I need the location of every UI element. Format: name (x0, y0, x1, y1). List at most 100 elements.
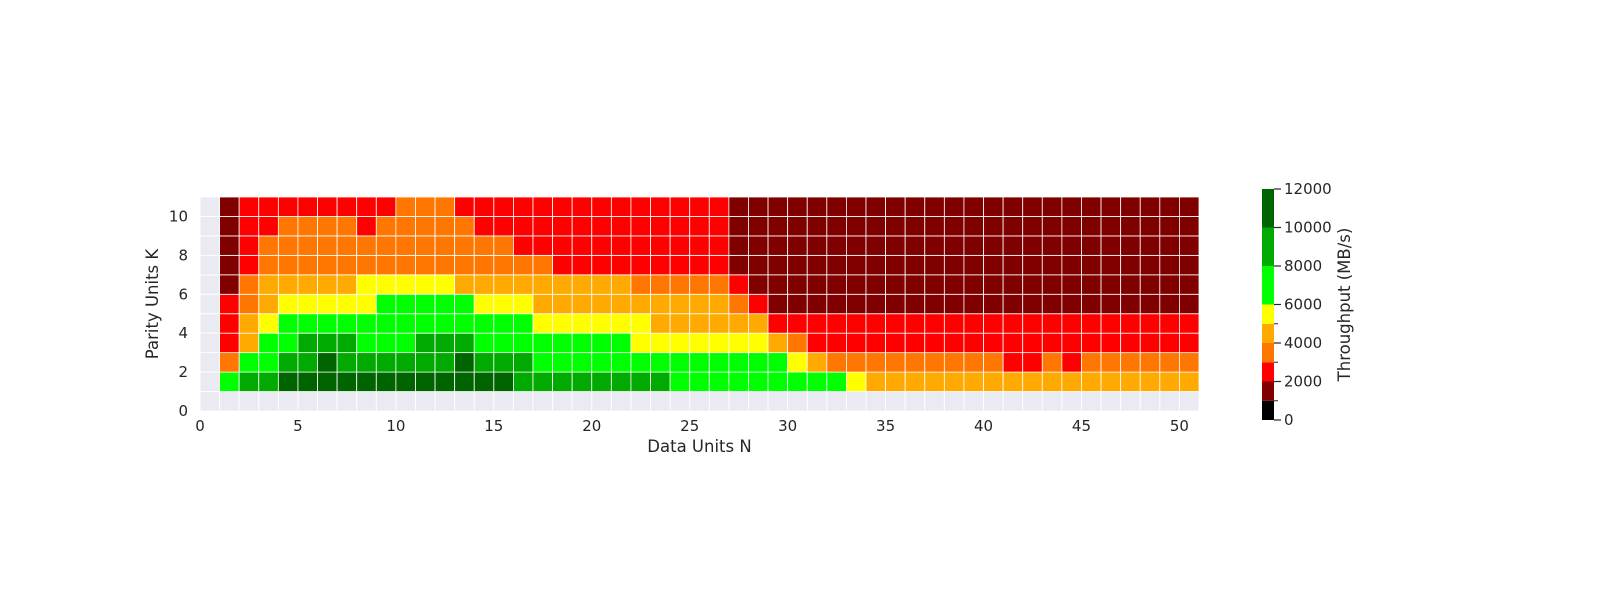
heatmap-cell (1041, 274, 1063, 295)
heatmap-cell (846, 254, 867, 276)
heatmap-cell (1022, 274, 1043, 295)
heatmap-cell (1139, 216, 1161, 237)
heatmap-cell (650, 332, 671, 354)
heatmap-cell (297, 293, 318, 315)
heatmap-cell (395, 293, 416, 315)
heatmap-cell (375, 371, 397, 392)
heatmap-cell (826, 352, 847, 373)
heatmap-cell (728, 293, 749, 315)
heatmap-cell (1002, 293, 1024, 315)
colorbar: 0 2000 4000 6000 8000 10000 12000 Throughput (… (1262, 180, 1354, 429)
heatmap-cell (846, 196, 867, 217)
heatmap-cell (610, 293, 632, 315)
heatmap-cell (571, 235, 593, 256)
heatmap-cell (1041, 216, 1063, 237)
heatmap-cell (963, 196, 984, 217)
heatmap-cell (532, 332, 553, 354)
heatmap-cell (610, 313, 632, 334)
heatmap-cell (591, 196, 612, 217)
x-tick-label: 20 (582, 417, 601, 435)
heatmap-cell (1179, 293, 1200, 315)
heatmap-cell (454, 216, 475, 237)
heatmap-cell (493, 371, 514, 392)
heatmap-cell (1022, 196, 1043, 217)
heatmap-cell (983, 313, 1004, 334)
heatmap-cell (415, 313, 436, 334)
heatmap-cell (1041, 332, 1063, 354)
heatmap-cell (689, 196, 710, 217)
heatmap-cell (669, 313, 691, 334)
heatmap-cell (1100, 274, 1122, 295)
heatmap-cell (983, 352, 1004, 373)
heatmap-cell (806, 313, 828, 334)
heatmap-cell (1120, 371, 1141, 392)
heatmap-cell (591, 293, 612, 315)
heatmap-cell (356, 313, 377, 334)
heatmap-cell (395, 371, 416, 392)
heatmap-cell (297, 235, 318, 256)
heatmap-cell (630, 332, 651, 354)
heatmap-cell (846, 235, 867, 256)
heatmap-cell (1081, 235, 1102, 256)
heatmap-cell (767, 216, 789, 237)
heatmap-cell (552, 235, 573, 256)
heatmap-cell (1081, 313, 1102, 334)
colorbar-bins (1262, 189, 1274, 420)
heatmap-cell (846, 332, 867, 354)
heatmap-cell (1002, 254, 1024, 276)
heatmap-cell (963, 216, 984, 237)
heatmap-cell (983, 216, 1004, 237)
x-tick-label: 15 (484, 417, 503, 435)
heatmap-cell (571, 293, 593, 315)
heatmap-cell (1120, 352, 1141, 373)
heatmap-cell (630, 254, 651, 276)
heatmap-cell (434, 254, 456, 276)
heatmap-cell (532, 254, 553, 276)
heatmap-cell (787, 293, 808, 315)
heatmap-cell (748, 274, 769, 295)
heatmap-cell (395, 332, 416, 354)
heatmap-cell (846, 274, 867, 295)
heatmap-cell (767, 254, 789, 276)
heatmap-cell (552, 216, 573, 237)
heatmap-cell (767, 371, 789, 392)
x-tick-label: 5 (293, 417, 303, 435)
heatmap-cell (650, 274, 671, 295)
heatmap-cell (219, 216, 240, 237)
heatmap-cell (552, 332, 573, 354)
heatmap-cell (356, 352, 377, 373)
heatmap-cell (1061, 293, 1082, 315)
heatmap-cell (1120, 216, 1141, 237)
heatmap-cell (454, 332, 475, 354)
heatmap-cell (415, 274, 436, 295)
heatmap-cell (943, 371, 965, 392)
heatmap-cell (1120, 274, 1141, 295)
heatmap-cell (493, 235, 514, 256)
heatmap-cell (904, 196, 926, 217)
heatmap-cell (904, 293, 926, 315)
heatmap-cell (336, 196, 358, 217)
colorbar-bin (1262, 323, 1274, 343)
heatmap-cell (610, 254, 632, 276)
heatmap-cell (748, 235, 769, 256)
heatmap-cell (1179, 235, 1200, 256)
heatmap-cell (258, 313, 279, 334)
heatmap-cell (1159, 293, 1180, 315)
heatmap-cell (513, 332, 534, 354)
heatmap-cell (748, 371, 769, 392)
heatmap-cell (1081, 254, 1102, 276)
heatmap-cell (238, 313, 260, 334)
x-tick-label: 40 (974, 417, 993, 435)
heatmap-cell (924, 332, 945, 354)
heatmap-cell (885, 216, 906, 237)
heatmap-cell (1159, 352, 1180, 373)
x-tick-label: 35 (876, 417, 895, 435)
heatmap-cell (943, 196, 965, 217)
heatmap-cell (689, 332, 710, 354)
heatmap-cell (238, 216, 260, 237)
heatmap-cell (375, 235, 397, 256)
heatmap-cell (1022, 352, 1043, 373)
heatmap-cell (219, 254, 240, 276)
heatmap-cell (277, 313, 299, 334)
heatmap-cell (846, 352, 867, 373)
